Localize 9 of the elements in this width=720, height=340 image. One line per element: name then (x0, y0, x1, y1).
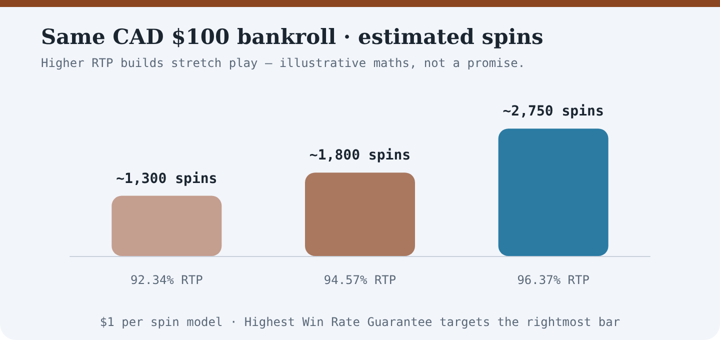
data-label: ~1,800 spins (309, 148, 411, 164)
chart-subtitle: Higher RTP builds stretch play — illustrative maths, not a promise. (41, 56, 526, 70)
x-tick-label: 94.57% RTP (324, 273, 396, 287)
data-label: ~1,300 spins (116, 170, 218, 187)
x-tick-label: 92.34% RTP (130, 273, 203, 287)
data-label: ~2,750 spins (502, 104, 604, 120)
text: $1 per spin model · Highest Win Rate Guarantee targets the rightmost bar (100, 315, 620, 329)
chart-title: Same CAD $100 bankroll · estimated spins (41, 24, 544, 49)
x-tick-label: 96.37% RTP (517, 273, 590, 287)
